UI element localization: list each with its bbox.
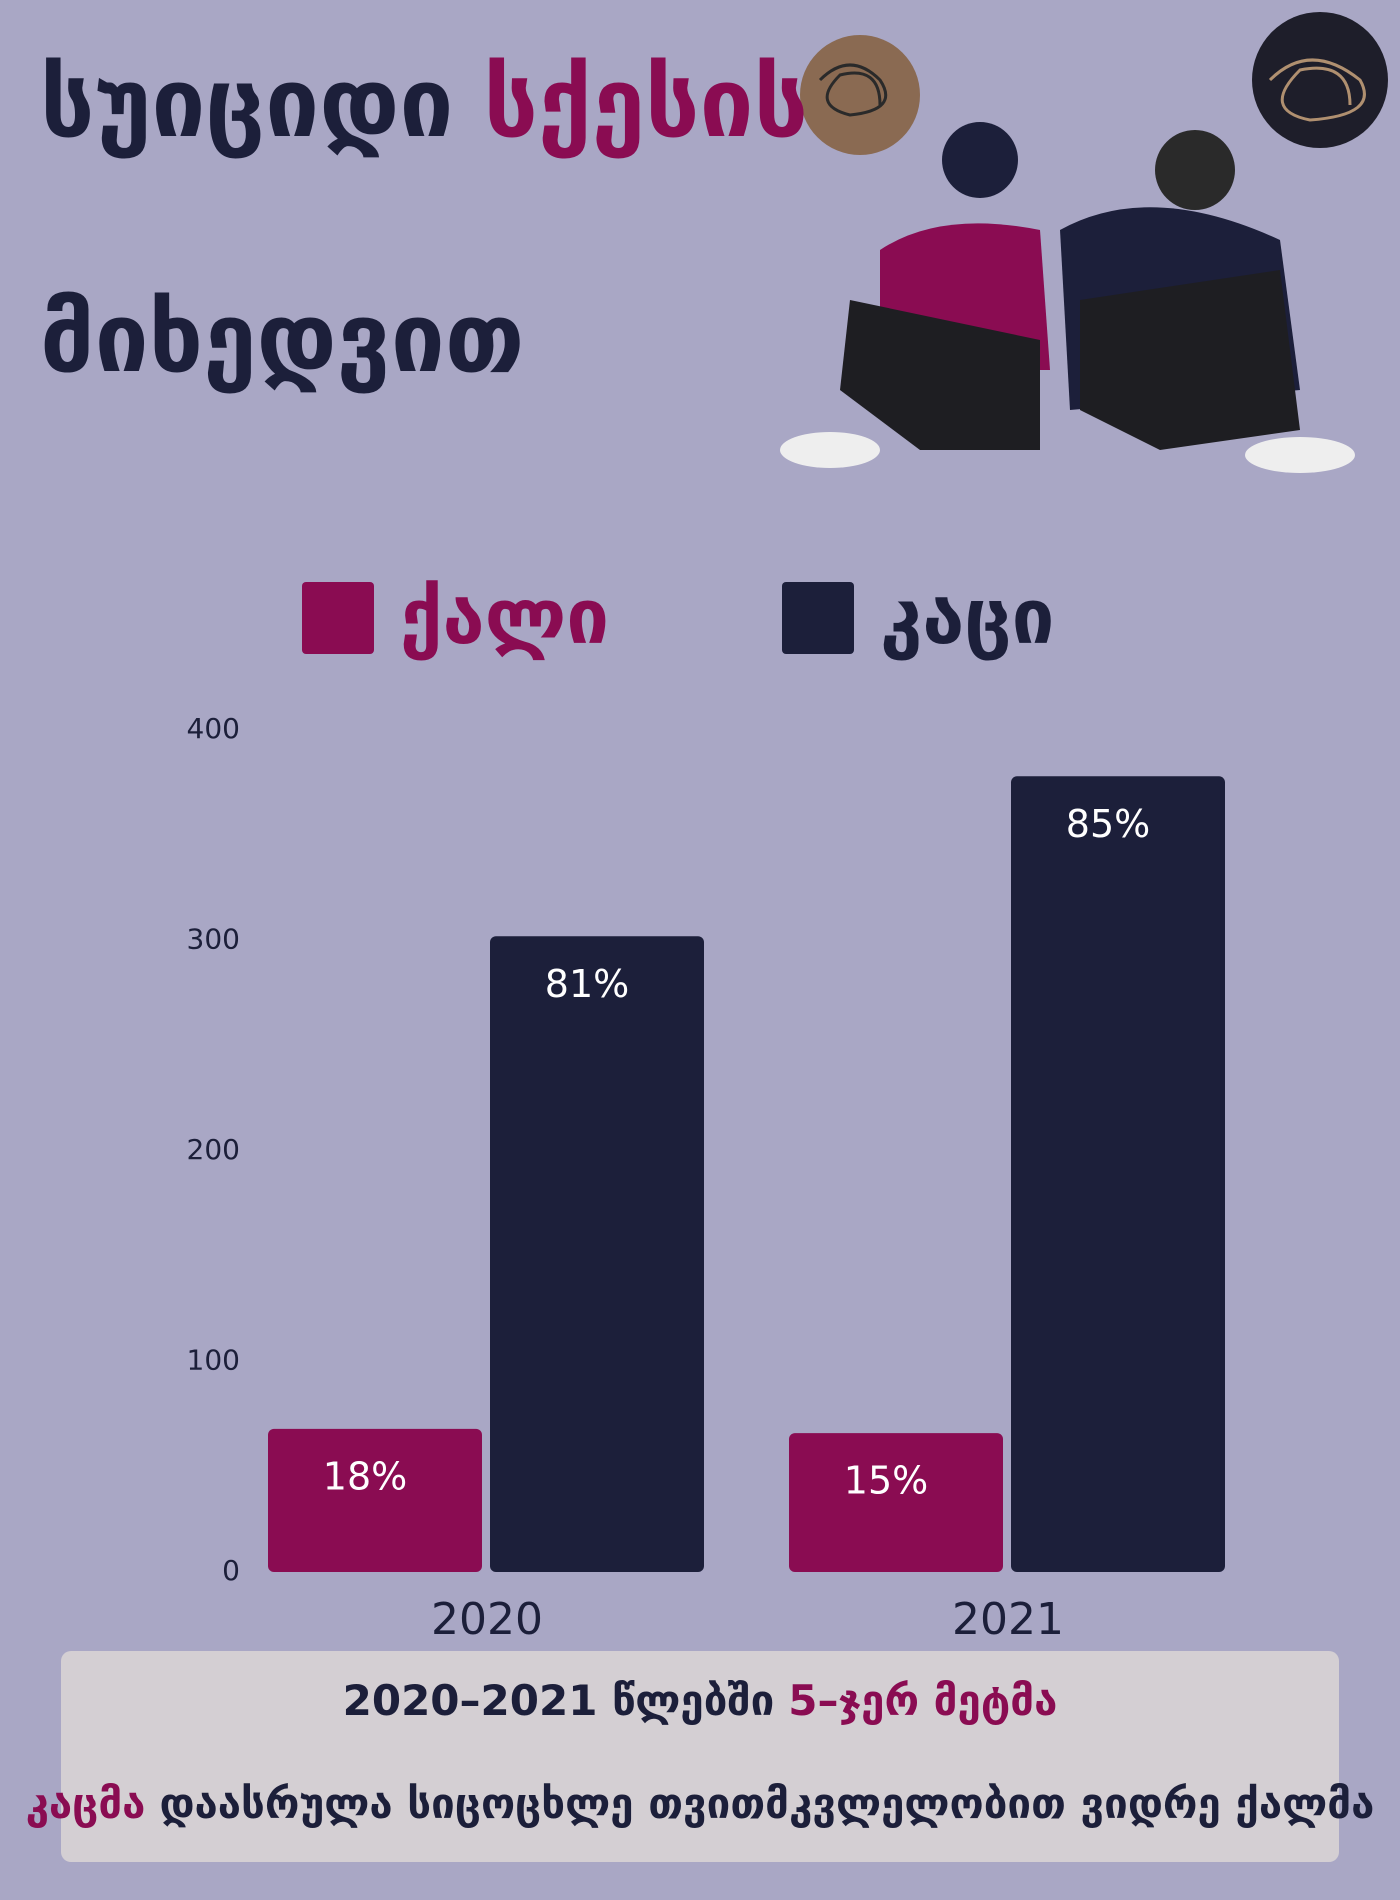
legend-swatch: [302, 582, 374, 654]
head: [1155, 130, 1235, 210]
footer-part: 2020–2021 წლებში: [343, 1676, 775, 1725]
bar: [1011, 776, 1225, 1572]
value-label: 18%: [323, 1454, 407, 1498]
speech-bubble: [1252, 12, 1388, 148]
bar: [490, 936, 704, 1572]
y-tick-label: 400: [187, 712, 240, 745]
head: [942, 122, 1018, 198]
speech-bubble: [800, 35, 920, 155]
footer-part: 5–ჯერ მეტმა: [788, 1676, 1057, 1725]
legend-label: ქალი: [400, 572, 609, 661]
footer-part: კაცმა: [26, 1779, 146, 1828]
illustration: [780, 12, 1388, 473]
shoe: [780, 432, 880, 468]
legs: [840, 300, 1040, 450]
shoe: [1245, 437, 1355, 473]
title-part: სუიციდი: [40, 47, 453, 159]
title-part: მიხედვით: [40, 282, 524, 394]
y-tick-label: 0: [222, 1554, 240, 1587]
value-label: 81%: [545, 962, 629, 1006]
footer-part: დაასრულა სიცოცხლე თვითმკვლელობით ვიდრე ქ…: [159, 1779, 1374, 1828]
value-label: 85%: [1066, 802, 1150, 846]
legend-swatch: [782, 582, 854, 654]
footer-box: [61, 1651, 1339, 1862]
scribble: [818, 63, 888, 117]
legend-label: კაცი: [880, 572, 1054, 661]
title-line: მიხედვით: [40, 282, 524, 394]
y-tick-label: 100: [187, 1344, 240, 1377]
footer-line: 2020–2021 წლებში 5–ჯერ მეტმა: [343, 1676, 1058, 1725]
title-line: სუიციდი სქესის: [40, 47, 808, 159]
x-tick-label: 2021: [952, 1594, 1064, 1645]
y-tick-label: 200: [187, 1133, 240, 1166]
x-tick-label: 2020: [431, 1594, 543, 1645]
y-tick-label: 300: [187, 923, 240, 956]
bar: [268, 1428, 482, 1572]
title-part: სქესის: [483, 47, 808, 159]
value-label: 15%: [844, 1459, 928, 1503]
scribble: [1268, 58, 1366, 122]
legs: [1080, 270, 1300, 450]
footer-line: კაცმა დაასრულა სიცოცხლე თვითმკვლელობით ვი…: [26, 1779, 1375, 1828]
bar: [789, 1433, 1003, 1572]
